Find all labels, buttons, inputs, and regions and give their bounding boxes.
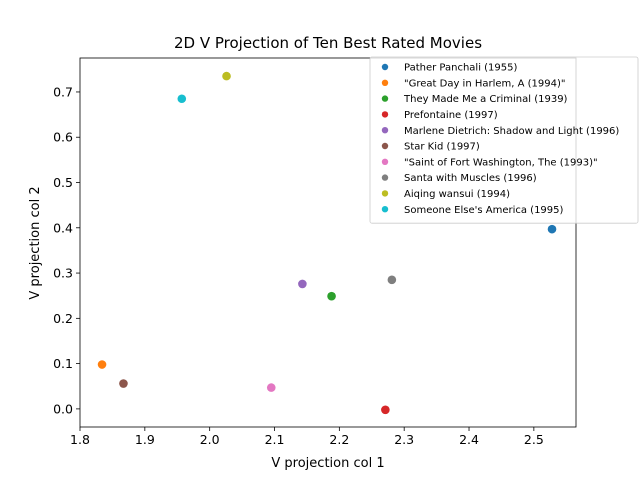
y-tick-label: 0.6: [53, 130, 73, 145]
y-tick-label: 0.2: [53, 311, 73, 326]
x-tick-label: 2.5: [524, 432, 544, 447]
legend-label: Star Kid (1997): [404, 142, 480, 153]
x-tick-label: 2.2: [329, 432, 349, 447]
legend-marker: [381, 63, 389, 71]
x-tick-label: 1.8: [70, 432, 90, 447]
legend-label: Santa with Muscles (1996): [404, 173, 537, 184]
data-point: [547, 224, 557, 234]
legend-marker: [381, 127, 389, 134]
chart-title: 2D V Projection of Ten Best Rated Movies: [174, 34, 482, 52]
legend-marker: [381, 111, 389, 118]
y-tick-label: 0.0: [53, 401, 73, 416]
x-tick-label: 1.9: [135, 432, 155, 447]
legend-label: Pather Panchali (1955): [404, 63, 518, 74]
y-tick-label: 0.1: [53, 356, 73, 371]
x-tick-label: 2.4: [459, 432, 479, 447]
y-axis-label: V projection col 2: [28, 186, 43, 299]
legend-label: They Made Me a Criminal (1939): [403, 94, 568, 105]
legend-label: "Great Day in Harlem, A (1994)": [404, 78, 566, 89]
data-point: [327, 291, 336, 301]
legend-marker: [381, 79, 389, 87]
data-point: [177, 94, 187, 104]
legend-marker: [381, 190, 389, 197]
legend-label: "Saint of Fort Washington, The (1993)": [404, 157, 598, 168]
data-points: [97, 71, 557, 415]
data-point: [266, 383, 276, 392]
legend-label: Someone Else's America (1995): [404, 205, 564, 216]
y-tick-label: 0.4: [53, 220, 73, 235]
data-point: [222, 71, 231, 81]
y-tick-label: 0.3: [53, 266, 73, 281]
x-tick-label: 2.0: [200, 432, 220, 447]
data-point: [119, 379, 128, 388]
legend-marker: [381, 206, 389, 213]
legend-marker: [381, 142, 389, 150]
legend-box: [369, 56, 639, 224]
y-axis-ticks: 0.0 0.1 0.2 0.3 0.4 0.5 0.6 0.7: [53, 84, 80, 416]
x-tick-label: 2.3: [394, 432, 414, 447]
x-tick-label: 2.1: [265, 432, 285, 447]
data-point: [381, 405, 390, 415]
x-axis-ticks: 1.8 1.9 2.0 2.1 2.2 2.3 2.4 2.5: [70, 427, 544, 447]
legend-marker: [381, 158, 389, 165]
legend-label: Prefontaine (1997): [404, 110, 498, 121]
y-tick-label: 0.7: [53, 84, 73, 99]
legend-label: Aiqing wansui (1994): [404, 189, 510, 200]
legend-marker: [381, 95, 389, 102]
legend: Pather Panchali (1955) "Great Day in Harl…: [369, 56, 639, 224]
data-point: [298, 279, 307, 289]
legend-marker: [381, 174, 389, 181]
data-point: [387, 275, 397, 285]
x-axis-label: V projection col 1: [271, 456, 384, 471]
data-point: [97, 360, 107, 369]
y-tick-label: 0.5: [53, 175, 73, 190]
legend-label: Marlene Dietrich: Shadow and Light (1996…: [404, 126, 619, 137]
